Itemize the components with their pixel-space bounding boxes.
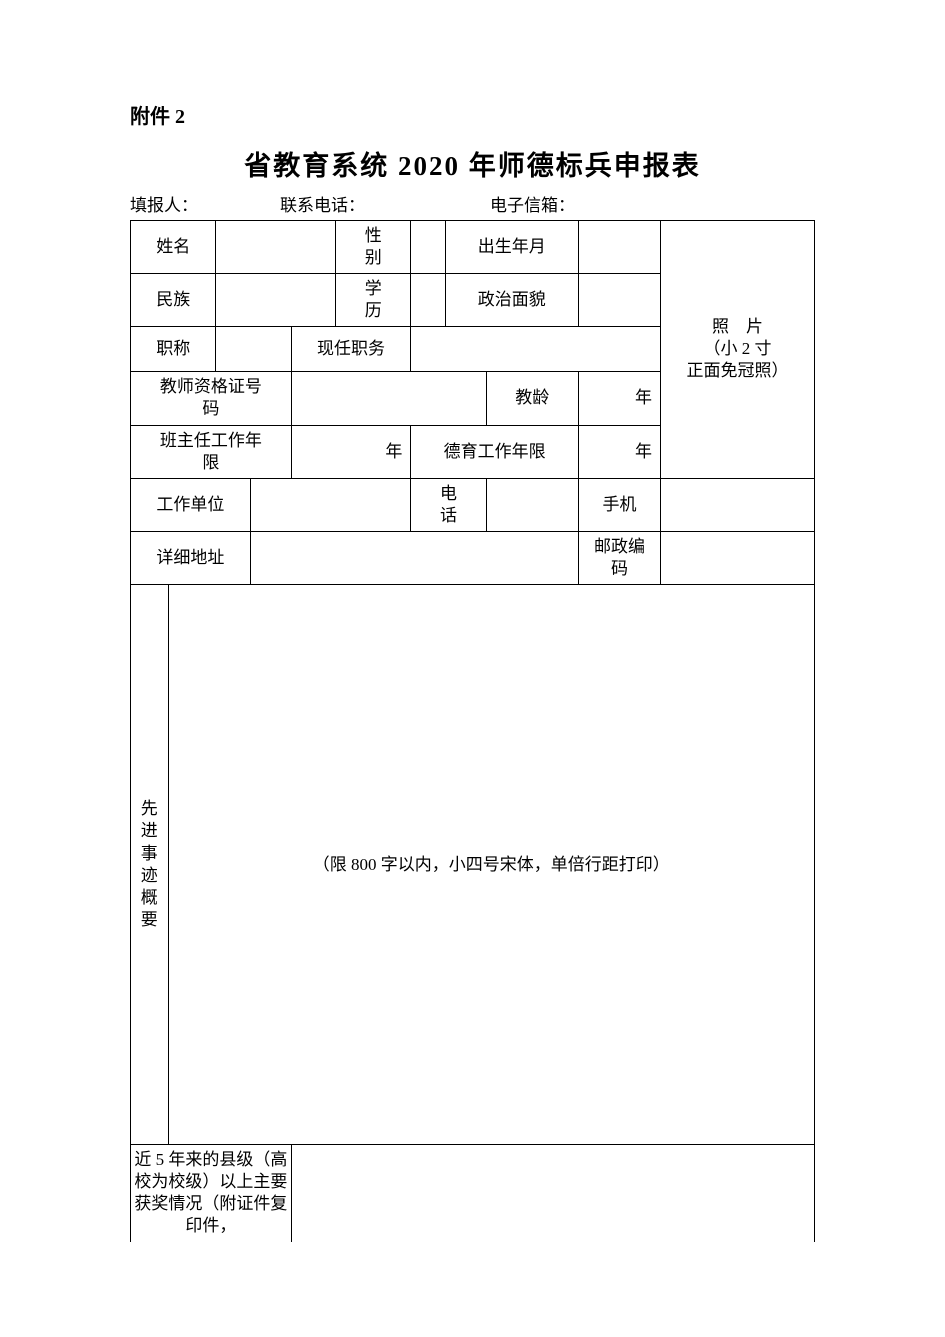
- work-unit-label: 工作单位: [131, 478, 251, 531]
- political-label: 政治面貌: [445, 274, 578, 327]
- cert-value: [291, 372, 486, 425]
- deeds-hint: （限 800 字以内，小四号宋体，单倍行距打印）: [313, 855, 670, 874]
- postal-label: 邮政编 码: [578, 531, 660, 584]
- mobile-label: 手机: [578, 478, 660, 531]
- class-teacher-years-label: 班主任工作年 限: [131, 425, 292, 478]
- cert-label: 教师资格证号 码: [131, 372, 292, 425]
- address-label: 详细地址: [131, 531, 251, 584]
- postal-value: [660, 531, 814, 584]
- job-title-label: 职称: [131, 327, 216, 372]
- name-value: [216, 221, 336, 274]
- name-label: 姓名: [131, 221, 216, 274]
- political-value: [578, 274, 660, 327]
- gender-label: 性 别: [336, 221, 411, 274]
- work-unit-value: [250, 478, 411, 531]
- education-label: 学 历: [336, 274, 411, 327]
- deeds-content-area: （限 800 字以内，小四号宋体，单倍行距打印）: [168, 585, 814, 1145]
- moral-edu-years-label: 德育工作年限: [411, 425, 579, 478]
- teaching-years-value: 年: [578, 372, 660, 425]
- awards-label: 近 5 年来的县级（高校为校级）以上主要获奖情况（附证件复印件，: [131, 1145, 292, 1242]
- class-teacher-years-value: 年: [291, 425, 411, 478]
- moral-edu-years-value: 年: [578, 425, 660, 478]
- ethnicity-label: 民族: [131, 274, 216, 327]
- form-title: 省教育系统 2020 年师德标兵申报表: [130, 144, 815, 183]
- birth-value: [578, 221, 660, 274]
- birth-label: 出生年月: [445, 221, 578, 274]
- education-value: [411, 274, 445, 327]
- address-value: [250, 531, 578, 584]
- job-title-value: [216, 327, 291, 372]
- phone-label: 电 话: [411, 478, 486, 531]
- position-label: 现任职务: [291, 327, 411, 372]
- attachment-number: 附件 2: [130, 100, 815, 129]
- teaching-years-label: 教龄: [486, 372, 578, 425]
- photo-placeholder: 照 片 （小 2 寸 正面免冠照）: [660, 221, 814, 479]
- position-value: [411, 327, 661, 372]
- phone-value: [486, 478, 578, 531]
- reporter-info-line: 填报人： 联系电话： 电子信箱：: [130, 191, 815, 216]
- mobile-value: [660, 478, 814, 531]
- ethnicity-value: [216, 274, 336, 327]
- application-form-table: 姓名 性 别 出生年月 照 片 （小 2 寸 正面免冠照） 民族 学 历 政治面…: [130, 220, 815, 1242]
- reporter-label: 填报人：: [130, 191, 280, 216]
- awards-value: [291, 1145, 814, 1242]
- email-label: 电子信箱：: [490, 191, 815, 216]
- gender-value: [411, 221, 445, 274]
- contact-phone-label: 联系电话：: [280, 191, 490, 216]
- deeds-label: 先 进 事 迹 概 要: [131, 585, 169, 1145]
